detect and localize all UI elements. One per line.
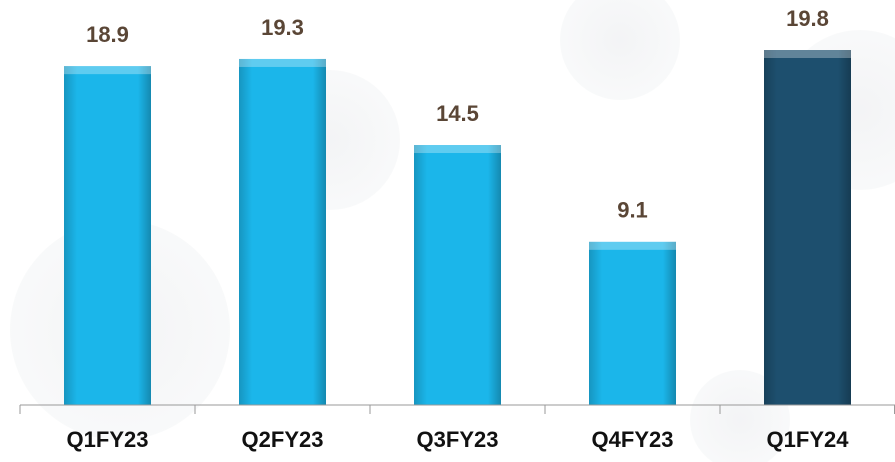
x-tick-label: Q2FY23 bbox=[242, 427, 324, 452]
value-label: 18.9 bbox=[86, 22, 129, 47]
x-tick-label: Q4FY23 bbox=[592, 427, 674, 452]
value-label: 19.3 bbox=[261, 15, 304, 40]
value-label: 19.8 bbox=[786, 6, 829, 31]
bar-shade bbox=[239, 58, 326, 405]
bar-bevel bbox=[239, 58, 326, 67]
bar-bevel bbox=[589, 241, 676, 250]
bar-bevel bbox=[764, 50, 851, 58]
bar-shade bbox=[764, 50, 851, 405]
bar-bevel bbox=[414, 145, 501, 154]
x-tick-label: Q1FY23 bbox=[67, 427, 149, 452]
bar-shade bbox=[589, 241, 676, 405]
bar-shade bbox=[414, 145, 501, 405]
x-tick-label: Q1FY24 bbox=[767, 427, 850, 452]
bar-shade bbox=[64, 66, 151, 406]
value-label: 14.5 bbox=[436, 101, 479, 126]
bar-bevel bbox=[64, 66, 151, 75]
plot: 18.9 Q1FY23 19.3 Q2FY23 14.5 Q3FY23 9.1 Q4FY23 1… bbox=[19, 6, 895, 452]
x-tick-label: Q3FY23 bbox=[417, 427, 499, 452]
value-label: 9.1 bbox=[617, 198, 648, 223]
